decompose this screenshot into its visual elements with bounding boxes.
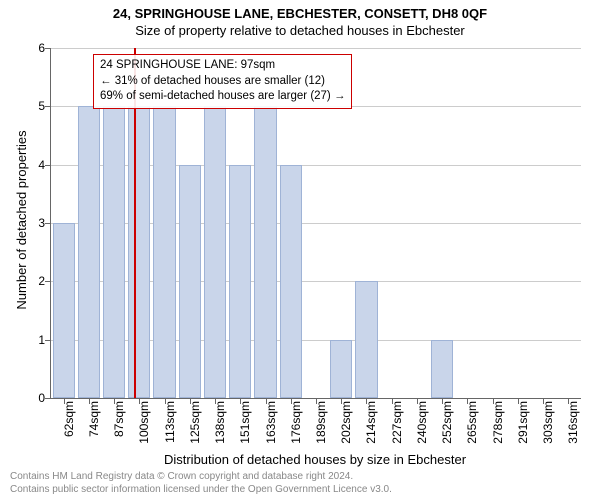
chart-container: 24, SPRINGHOUSE LANE, EBCHESTER, CONSETT… — [0, 0, 600, 500]
x-tick-label: 87sqm — [112, 401, 126, 437]
x-tick-label: 100sqm — [137, 401, 151, 444]
x-tick-label: 240sqm — [415, 401, 429, 444]
info-line-2: ← 31% of detached houses are smaller (12… — [100, 74, 345, 90]
chart-area: 012345662sqm74sqm87sqm100sqm113sqm125sqm… — [50, 48, 580, 398]
footer: Contains HM Land Registry data © Crown c… — [10, 471, 392, 496]
x-tick-label: 227sqm — [390, 401, 404, 444]
chart-title: 24, SPRINGHOUSE LANE, EBCHESTER, CONSETT… — [0, 0, 600, 21]
x-axis-label: Distribution of detached houses by size … — [50, 452, 580, 467]
bar — [280, 165, 302, 398]
info-box: 24 SPRINGHOUSE LANE: 97sqm ← 31% of deta… — [93, 54, 352, 109]
bar — [431, 340, 453, 398]
y-tick — [45, 281, 51, 282]
y-axis-label: Number of detached properties — [14, 130, 29, 309]
bar — [204, 106, 226, 398]
info-line-1: 24 SPRINGHOUSE LANE: 97sqm — [100, 58, 345, 74]
bar — [128, 106, 150, 398]
x-tick-label: 189sqm — [314, 401, 328, 444]
bar — [229, 165, 251, 398]
chart-subtitle: Size of property relative to detached ho… — [0, 21, 600, 38]
y-tick-label: 4 — [29, 158, 45, 172]
x-tick-label: 74sqm — [87, 401, 101, 437]
x-tick-label: 316sqm — [566, 401, 580, 444]
grid-line — [51, 48, 581, 49]
y-tick-label: 2 — [29, 274, 45, 288]
y-tick — [45, 106, 51, 107]
x-tick-label: 278sqm — [491, 401, 505, 444]
y-tick-label: 6 — [29, 41, 45, 55]
y-tick — [45, 340, 51, 341]
x-tick-label: 113sqm — [163, 401, 177, 443]
bar — [330, 340, 352, 398]
bar — [78, 106, 100, 398]
x-tick-label: 125sqm — [188, 401, 202, 444]
bar — [355, 281, 377, 398]
footer-line-1: Contains HM Land Registry data © Crown c… — [10, 471, 392, 484]
x-tick-label: 303sqm — [541, 401, 555, 444]
x-tick-label: 176sqm — [289, 401, 303, 444]
footer-line-2: Contains public sector information licen… — [10, 484, 392, 497]
plot-area: 012345662sqm74sqm87sqm100sqm113sqm125sqm… — [50, 48, 581, 399]
bar — [254, 106, 276, 398]
y-tick-label: 3 — [29, 216, 45, 230]
x-tick-label: 291sqm — [516, 401, 530, 444]
x-tick-label: 252sqm — [440, 401, 454, 444]
y-tick — [45, 165, 51, 166]
x-tick-label: 163sqm — [264, 401, 278, 444]
bar — [179, 165, 201, 398]
y-tick-label: 0 — [29, 391, 45, 405]
y-tick — [45, 398, 51, 399]
x-tick-label: 138sqm — [213, 401, 227, 444]
y-tick — [45, 223, 51, 224]
bar — [53, 223, 75, 398]
y-tick — [45, 48, 51, 49]
x-tick-label: 151sqm — [238, 401, 252, 444]
bar — [153, 106, 175, 398]
info-line-3: 69% of semi-detached houses are larger (… — [100, 89, 345, 105]
bar — [103, 106, 125, 398]
y-tick-label: 5 — [29, 99, 45, 113]
y-tick-label: 1 — [29, 333, 45, 347]
x-tick-label: 202sqm — [339, 401, 353, 444]
x-tick-label: 62sqm — [62, 401, 76, 437]
x-tick-label: 265sqm — [465, 401, 479, 444]
x-tick-label: 214sqm — [364, 401, 378, 444]
